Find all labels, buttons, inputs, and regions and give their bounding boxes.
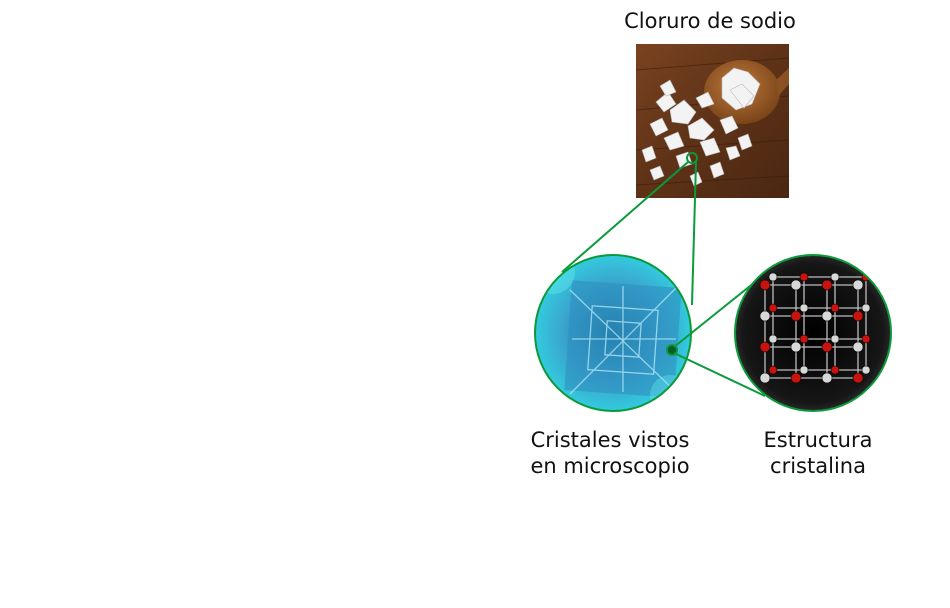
salt-crystals (641, 67, 761, 187)
salt-photo (635, 44, 790, 198)
microscope-label: Cristales vistos en microscopio (500, 427, 720, 479)
lattice-ion (861, 365, 871, 375)
microscope-circle (534, 254, 692, 412)
crystal-label-line2: cristalina (770, 454, 866, 478)
lattice-ion (768, 365, 778, 375)
lattice-ion (852, 310, 864, 322)
connector-photo-micro (561, 161, 697, 306)
lattice-ion (759, 279, 771, 291)
lattice-ion (768, 334, 778, 344)
lattice-ion (790, 310, 802, 322)
lattice-ion (799, 303, 809, 313)
microscope-label-line1: Cristales vistos (530, 428, 690, 452)
lattice-ion (821, 310, 833, 322)
lattice-ion (759, 341, 771, 353)
microscope-label-line2: en microscopio (530, 454, 690, 478)
lattice-ion (768, 272, 778, 282)
lattice-ion (861, 303, 871, 313)
lattice-ion (861, 334, 871, 344)
lattice-ion (799, 334, 809, 344)
lattice-ion (799, 272, 809, 282)
lattice-ion (759, 372, 771, 384)
crystal-label: Estructura cristalina (730, 427, 906, 479)
crystal-lattice (759, 272, 871, 384)
lattice-ion (790, 279, 802, 291)
connector-micro-crystal (673, 277, 766, 397)
lattice-ion (768, 303, 778, 313)
lattice-ion (790, 341, 802, 353)
lattice-ion (821, 279, 833, 291)
lattice-ion (852, 279, 864, 291)
lattice-ion (799, 365, 809, 375)
crystal-structure-circle (734, 254, 892, 412)
crystal-label-line1: Estructura (763, 428, 873, 452)
lattice-ion (821, 372, 833, 384)
lattice-ion (830, 272, 840, 282)
lattice-ion (790, 372, 802, 384)
lattice-ion (830, 303, 840, 313)
lattice-ion (830, 365, 840, 375)
lattice-ion (830, 334, 840, 344)
zoom-point-photo (686, 152, 698, 164)
lattice-ion (852, 341, 864, 353)
page-title: Cloruro de sodio (624, 9, 796, 33)
lattice-ion (852, 372, 864, 384)
lattice-ion (759, 310, 771, 322)
lattice-ion (821, 341, 833, 353)
